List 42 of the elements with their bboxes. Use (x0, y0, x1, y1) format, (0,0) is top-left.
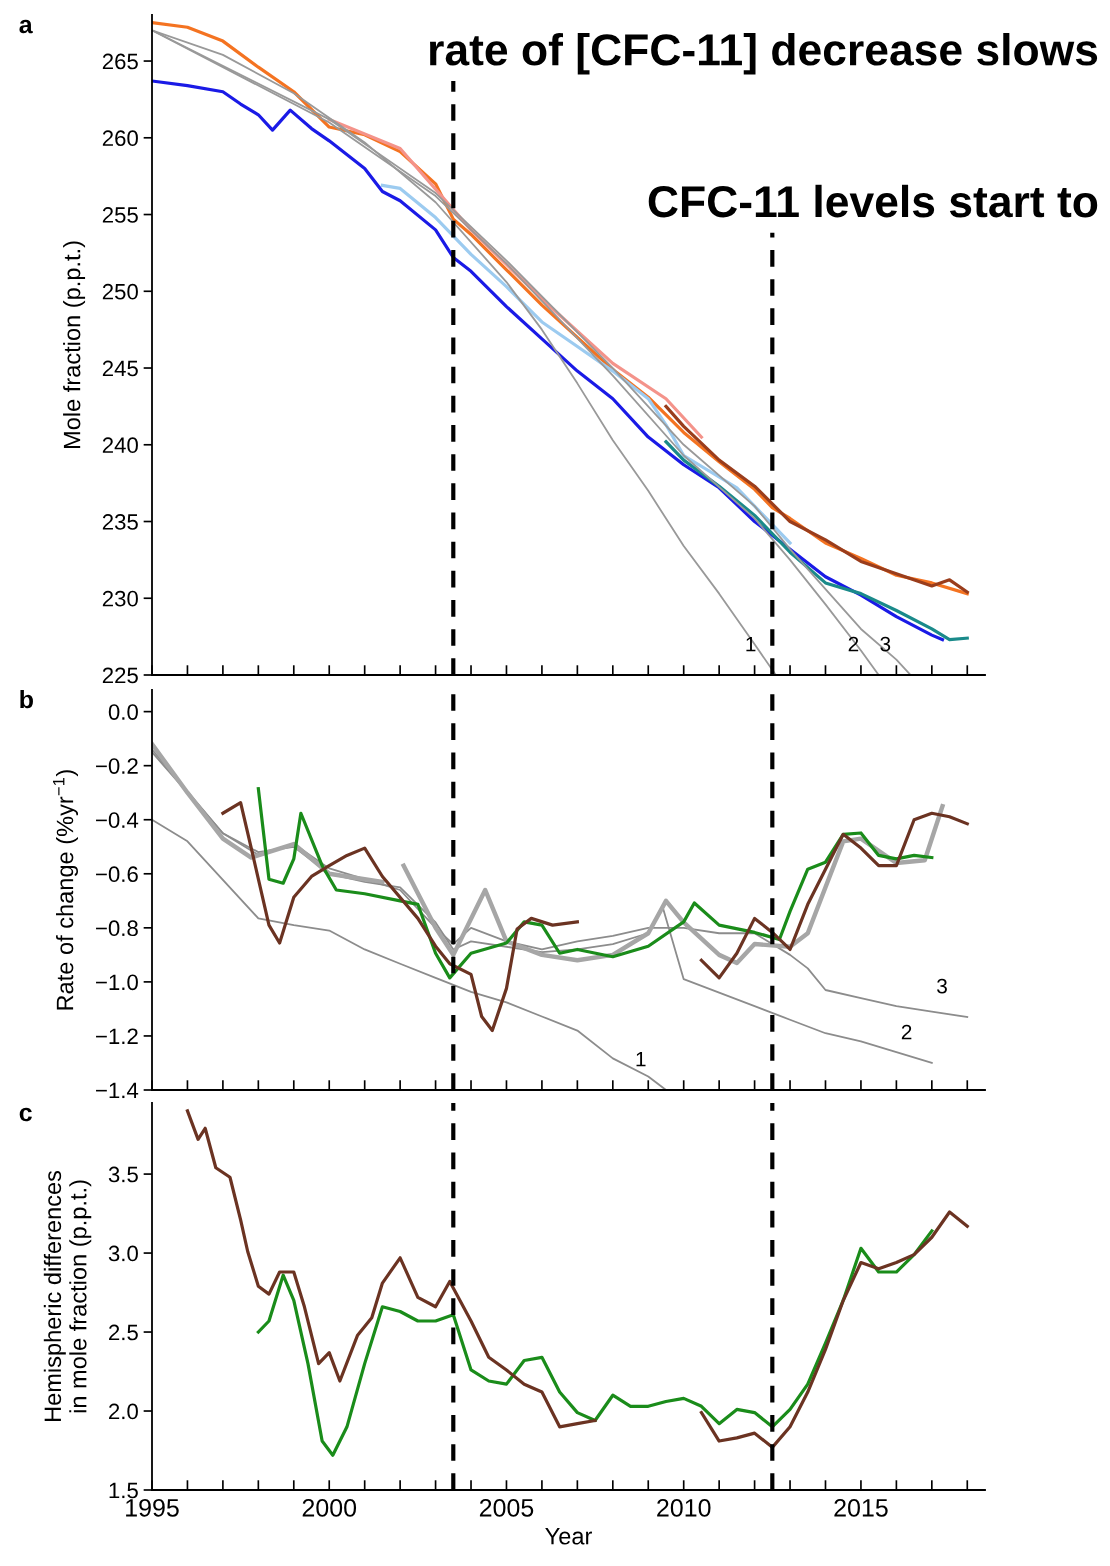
series-label: 3 (880, 636, 891, 652)
y-tick-label: −0.4 (96, 812, 139, 828)
chart-title: b (20, 690, 33, 709)
series-label: 3 (937, 978, 947, 994)
y-tick-label: −0.2 (96, 758, 138, 774)
x-tick-label: 2010 (657, 1498, 711, 1517)
series-label: 1 (636, 1051, 646, 1067)
y-tick-label: 2.0 (109, 1403, 138, 1420)
y-tick-label: 240 (102, 437, 138, 454)
y-tick-label: 225 (102, 667, 138, 684)
y-tick-label: −1.2 (96, 1028, 138, 1044)
ref-line-label: CFC-11 levels start to (648, 184, 1098, 218)
chart-title: c (19, 1107, 32, 1122)
y-tick-label: −1.4 (96, 1082, 139, 1099)
y-tick-label: 245 (102, 360, 138, 377)
x-tick-label: 2000 (302, 1498, 357, 1517)
y-tick-label: −0.8 (96, 920, 138, 937)
y-tick-label: 3.0 (108, 1245, 138, 1262)
y-tick-label: 1.5 (109, 1482, 138, 1499)
x-tick-label: 1995 (126, 1498, 179, 1517)
y-tick-label: −0.6 (96, 866, 138, 883)
y-tick-label: 0.0 (108, 704, 138, 720)
series-label: 1 (746, 636, 756, 652)
x-tick-label: 2005 (479, 1498, 534, 1517)
y-axis-title: Rate of change (%yr$^{−1}$) (53, 770, 79, 1010)
y-tick-label: 230 (102, 590, 138, 607)
y-tick-label: 265 (102, 53, 138, 70)
x-tick-label: 2015 (834, 1498, 888, 1517)
x-axis-title: Year (545, 1528, 592, 1545)
y-tick-label: 2.5 (109, 1324, 138, 1341)
ref-line-label: rate of [CFC-11] decrease slows (430, 32, 1098, 75)
y-axis-title: Mole fraction (p.p.t.) (63, 241, 86, 449)
y-tick-label: 235 (102, 514, 138, 530)
series-label: 2 (901, 1024, 912, 1040)
y-axis-title: Hemispheric differences in mole fraction (p.p.t.) (43, 1170, 92, 1421)
y-tick-label: −1.0 (96, 974, 138, 991)
y-tick-label: 260 (102, 130, 138, 147)
chart-title: a (19, 19, 33, 34)
y-tick-label: 255 (102, 207, 138, 223)
y-tick-label: 3.5 (108, 1166, 138, 1183)
series-label: 2 (848, 636, 859, 652)
y-tick-label: 250 (102, 283, 138, 300)
